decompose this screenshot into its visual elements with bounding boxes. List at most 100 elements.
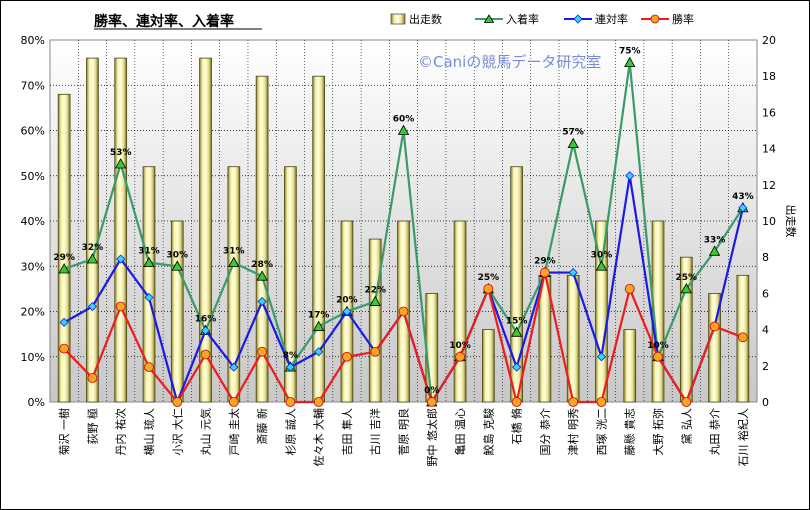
win-rate-point (596, 397, 607, 407)
win-rate-point (653, 351, 663, 362)
legend-marker-win (650, 14, 660, 24)
category-label: 古川 吉洋 (368, 408, 382, 456)
y-tick-label: 80% (21, 34, 45, 47)
data-label: 28% (251, 260, 273, 270)
rentai-rate-point (257, 296, 267, 307)
win-rate-point (455, 351, 465, 362)
bar (114, 57, 128, 403)
data-label: 22% (364, 286, 386, 296)
win-rate-point (483, 283, 494, 294)
win-rate-point (511, 397, 522, 407)
data-label: 8% (283, 351, 298, 361)
place-rate-point (86, 253, 99, 264)
y2-tick-label: 8 (762, 251, 769, 264)
y-tick-label: 70% (21, 79, 45, 92)
data-label: 60% (393, 115, 415, 125)
win-rate-point (737, 332, 748, 343)
y2-tick-label: 20 (762, 34, 776, 47)
rentai-rate-point (568, 268, 578, 278)
win-rate-point (540, 267, 550, 278)
bar (651, 220, 665, 403)
category-label: 黛 弘人 (680, 408, 693, 445)
place-rate-point (58, 263, 70, 274)
rentai-rate-point (625, 171, 635, 181)
category-label: 吉田 隼人 (340, 408, 354, 456)
place-rate-point (595, 260, 608, 271)
legend-label-win: 勝率 (672, 12, 694, 26)
rentai-rate-point (596, 352, 607, 362)
legend-label-bars: 出走数 (409, 12, 442, 26)
win-rate-point (172, 397, 183, 407)
category-label: 斎藤 新 (255, 408, 269, 445)
data-label: 31% (223, 247, 245, 257)
y-tick-label: 0% (28, 396, 45, 409)
data-label: 0% (424, 386, 439, 396)
data-label: 15% (506, 316, 528, 326)
data-label: 30% (166, 250, 188, 260)
place-rate-point (115, 158, 127, 169)
category-label: 小沢 大仁 (170, 408, 184, 456)
data-label: 20% (336, 296, 358, 306)
y2-tick-label: 14 (762, 143, 776, 156)
axes: 0% 10% 20% 30% 40% 50% 60% 70% 80% 0 2 4 6 8 10 12 14 16 1… (21, 34, 776, 467)
bar (86, 57, 99, 403)
bar (623, 329, 637, 403)
grid-lines (50, 40, 757, 402)
y-tick-label: 10% (21, 351, 45, 364)
data-label: 29% (53, 253, 75, 263)
win-rate-point (144, 362, 154, 373)
category-label: 津村 明秀 (566, 408, 580, 456)
bar-series (57, 57, 750, 403)
legend: 出走数 入着率 連対率 勝率 (390, 12, 694, 26)
place-rate-point (171, 260, 183, 271)
category-label: 戸崎 圭太 (227, 408, 241, 456)
y2-tick-label: 0 (762, 396, 769, 409)
place-rate-point (624, 56, 636, 68)
place-rate-point (228, 256, 240, 268)
win-rate-point (228, 397, 239, 407)
y-tick-label: 30% (21, 260, 45, 273)
bar (482, 329, 495, 403)
rentai-rate-point (144, 292, 154, 303)
win-rate-point (624, 283, 635, 294)
win-rate-point (200, 349, 211, 360)
y2-tick-label: 18 (762, 70, 776, 83)
rentai-rate-point (200, 325, 211, 336)
legend-label-place: 入着率 (506, 12, 539, 26)
rentai-rate-point (512, 362, 522, 372)
win-rate-point (568, 397, 579, 407)
data-label: 57% (562, 128, 584, 138)
chart-title: 勝率、連対率、入着率 (94, 13, 234, 30)
data-label: 53% (110, 148, 132, 158)
place-rate-point (397, 124, 410, 135)
y-tick-label: 40% (21, 215, 45, 228)
win-rate-point (681, 397, 692, 407)
rentai-rate-point (87, 301, 97, 312)
win-rate-point (313, 397, 324, 407)
data-label: 16% (195, 315, 217, 325)
win-rate-point (398, 306, 409, 317)
category-label: 丸田 恭介 (709, 408, 722, 456)
category-label: 菊沢 一樹 (57, 408, 71, 456)
data-label: 30% (591, 250, 613, 260)
category-label: 丸山 元気 (199, 408, 213, 456)
y2-axis-label: 出走数 (784, 205, 798, 238)
rentai-rate-point (116, 254, 126, 264)
place-rate-point (143, 256, 155, 268)
win-rate-point (342, 351, 352, 362)
data-label: 17% (308, 310, 330, 320)
win-rate-point (115, 301, 126, 312)
place-rate-point (312, 320, 325, 331)
win-rate-point (709, 321, 720, 332)
place-rate-point (680, 283, 692, 294)
win-rate-point (59, 343, 70, 354)
category-label: 丹内 祐次 (114, 408, 128, 456)
data-label: 10% (647, 341, 669, 351)
place-rate-point (708, 245, 721, 256)
y2-tick-label: 12 (762, 179, 776, 192)
category-label: 国分 恭介 (539, 408, 552, 456)
data-label: 10% (449, 341, 471, 351)
y-tick-label: 60% (21, 125, 45, 138)
place-rate-point (369, 295, 381, 306)
